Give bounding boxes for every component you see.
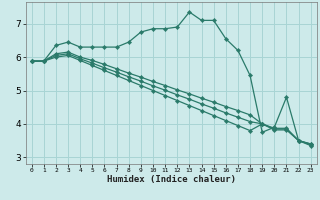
X-axis label: Humidex (Indice chaleur): Humidex (Indice chaleur) — [107, 175, 236, 184]
